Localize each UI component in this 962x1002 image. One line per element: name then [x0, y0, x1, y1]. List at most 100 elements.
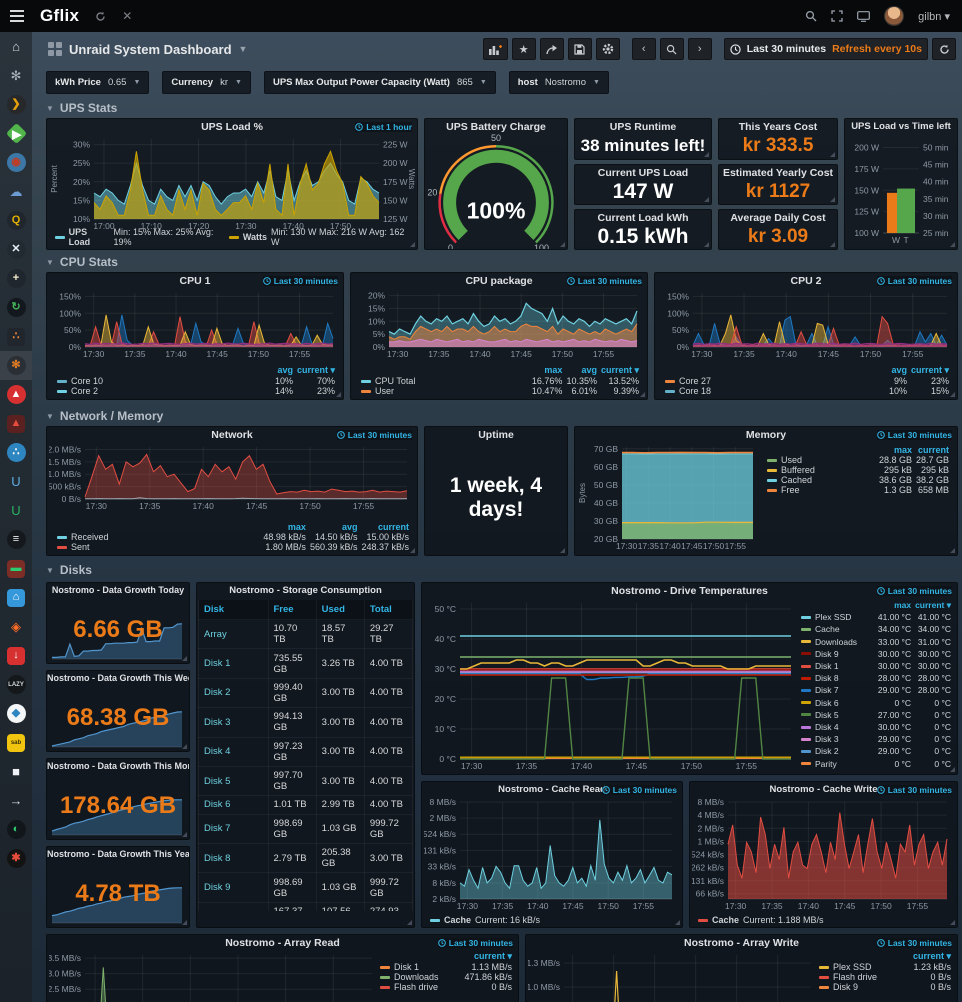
- legend-series[interactable]: Disk 2: [801, 745, 874, 757]
- sidebar-item-app-vm[interactable]: ▲: [0, 409, 32, 438]
- panel-title[interactable]: Nostromo - Cache Write: [769, 784, 878, 795]
- panel-title[interactable]: Nostromo - Cache Read: [498, 784, 606, 795]
- variable-kwh-price[interactable]: kWh Price 0.65 ▼: [46, 71, 150, 94]
- legend-series-name[interactable]: Parity: [815, 758, 837, 769]
- disk-name-cell[interactable]: Disk 9: [198, 872, 269, 903]
- legend-series-name[interactable]: Core 10: [71, 376, 104, 386]
- legend-series-name[interactable]: Sent: [71, 542, 90, 552]
- legend-series-name[interactable]: Disk 4: [815, 722, 839, 733]
- legend-series[interactable]: Used: [767, 455, 875, 465]
- table-column-header[interactable]: Free: [267, 600, 317, 620]
- legend-series-name[interactable]: Plex SSD: [815, 612, 852, 623]
- time-range-badge[interactable]: Last 30 minutes: [876, 430, 952, 440]
- legend-series[interactable]: Flash drive: [819, 972, 909, 982]
- sidebar-item-app-kodi[interactable]: ✕: [0, 235, 32, 264]
- panel-title[interactable]: Uptime: [478, 429, 514, 441]
- legend-series-name[interactable]: Buffered: [781, 465, 815, 475]
- legend-series-name[interactable]: Core 27: [679, 376, 712, 386]
- disk-name-cell[interactable]: Disk 6: [198, 795, 269, 815]
- legend-column-header[interactable]: avg: [891, 365, 907, 375]
- legend-series[interactable]: Disk 4: [801, 721, 874, 733]
- sidebar-item-app-home-assistant[interactable]: ⌂: [0, 583, 32, 612]
- sidebar-item-app-plus[interactable]: +: [0, 264, 32, 293]
- time-range-badge[interactable]: Last 30 minutes: [876, 938, 952, 948]
- legend-series-name[interactable]: User: [375, 386, 395, 396]
- panel-title[interactable]: Average Daily Cost: [730, 212, 826, 224]
- share-button[interactable]: [539, 38, 564, 60]
- settings-button[interactable]: [595, 38, 620, 60]
- cpu-package-chart[interactable]: 0% 5% 10% 15% 20% 17:30 17:35 17:40 17:45 17:50 17…: [353, 288, 643, 360]
- row-header-netmem[interactable]: ▼ Network / Memory: [46, 409, 164, 423]
- legend-series[interactable]: Plex SSD: [819, 962, 909, 972]
- refresh-icon[interactable]: [95, 11, 106, 22]
- sidebar-item-app-docker[interactable]: ▬: [0, 554, 32, 583]
- cpu2-chart[interactable]: 0% 50% 100% 150% 17:30 17:35 17:40 17:45 17:50 17…: [657, 288, 953, 360]
- time-range-badge[interactable]: Last 30 minutes: [262, 276, 338, 286]
- disk-name-cell[interactable]: Array: [198, 618, 269, 650]
- legend-column-header[interactable]: current: [917, 445, 949, 455]
- variable-currency[interactable]: Currency kr ▼: [162, 71, 251, 94]
- table-column-header[interactable]: Disk: [198, 600, 269, 620]
- legend-series-name[interactable]: Used: [781, 455, 803, 465]
- panel-title[interactable]: Current UPS Load: [597, 167, 689, 179]
- legend-column-header[interactable]: avg: [341, 522, 358, 532]
- sidebar-item-settings[interactable]: ✻: [0, 61, 32, 90]
- star-button[interactable]: ★: [511, 38, 536, 60]
- array-write-chart[interactable]: 1.0 MB/s1.3 MB/s17:3017:3517:4017:4517:5…: [528, 950, 817, 1002]
- sidebar-item-app-library[interactable]: ◉: [0, 148, 32, 177]
- legend-column-header[interactable]: current ▾: [910, 365, 949, 375]
- legend-series[interactable]: Parity: [801, 758, 874, 770]
- panel-title[interactable]: This Years Cost: [738, 121, 818, 133]
- panel-title[interactable]: Nostromo - Drive Temperatures: [611, 585, 768, 597]
- cache-read-chart[interactable]: 2 kB/s 8 kB/s 33 kB/s 131 kB/s 524 kB/s 2 MB/…: [424, 797, 678, 912]
- battery-gauge[interactable]: 0 20 50 100 100%: [425, 133, 567, 249]
- legend-series[interactable]: Core 27: [665, 376, 885, 386]
- sidebar-item-app-emby[interactable]: ▶: [0, 119, 32, 148]
- avatar[interactable]: [884, 6, 905, 26]
- cache-write-chart[interactable]: 66 kB/s 131 kB/s 262 kB/s 524 kB/s 1 MB/s 2 M…: [692, 797, 953, 912]
- sidebar-item-app-nodes[interactable]: ∴: [0, 322, 32, 351]
- legend-column-header[interactable]: current ▾: [473, 951, 512, 961]
- sidebar-item-app-plex[interactable]: ❯: [0, 90, 32, 119]
- legend-column-header[interactable]: max: [287, 522, 306, 532]
- time-range-badge[interactable]: Last 30 minutes: [876, 586, 952, 596]
- panel-title[interactable]: Network: [211, 429, 253, 441]
- legend-column-header[interactable]: max: [893, 445, 912, 455]
- legend-series[interactable]: Downloads: [801, 636, 874, 648]
- legend-series[interactable]: Downloads: [380, 972, 460, 982]
- legend-series-name[interactable]: Disk 3: [815, 734, 839, 745]
- sidebar-item-app-ring[interactable]: ✱: [0, 844, 32, 873]
- legend-series-name[interactable]: Cache: [712, 915, 740, 925]
- panel-title[interactable]: Nostromo - Data Growth This Month: [47, 761, 189, 771]
- refresh-dashboard-button[interactable]: [932, 38, 956, 60]
- sidebar-item-app-cloud[interactable]: ☁: [0, 177, 32, 206]
- time-range-badge[interactable]: Last 30 minutes: [601, 785, 677, 795]
- variable-host[interactable]: host Nostromo ▼: [508, 71, 609, 94]
- sidebar-item-app-search[interactable]: Q: [0, 206, 32, 235]
- sidebar-item-app-unraid-green[interactable]: U: [0, 496, 32, 525]
- sidebar-item-app-sabnzbd[interactable]: sab: [0, 728, 32, 757]
- legend-series[interactable]: Disk 1: [801, 660, 874, 672]
- zoom-out-button[interactable]: [659, 38, 684, 60]
- legend-column-header[interactable]: avg: [277, 365, 293, 375]
- panel-title[interactable]: UPS Load %: [201, 121, 263, 133]
- add-panel-button[interactable]: [482, 38, 508, 60]
- sidebar-item-app-unraid-settings[interactable]: ✻: [0, 351, 32, 380]
- variable-value[interactable]: Nostromo: [544, 77, 586, 88]
- panel-title[interactable]: Nostromo - Data Growth Today: [51, 585, 185, 595]
- legend-series[interactable]: CPU Total: [361, 376, 528, 386]
- time-picker[interactable]: Last 30 minutes Refresh every 10s: [723, 38, 928, 60]
- sidebar-item-app-github[interactable]: ◐: [0, 815, 32, 844]
- legend-series-name[interactable]: Disk 2: [815, 746, 839, 757]
- legend-series-name[interactable]: Disk 6: [815, 697, 839, 708]
- search-icon[interactable]: [805, 10, 817, 22]
- legend-series-name[interactable]: Disk 8: [815, 673, 839, 684]
- legend-series-name[interactable]: Cached: [781, 475, 813, 485]
- legend-series-name[interactable]: Flash drive: [833, 972, 878, 982]
- legend-series-name[interactable]: Free: [781, 485, 800, 495]
- panel-title[interactable]: UPS Battery Charge: [446, 121, 546, 133]
- sidebar-item-app-shield[interactable]: ▲: [0, 380, 32, 409]
- legend-series[interactable]: Disk 6: [801, 697, 874, 709]
- legend-series[interactable]: Disk 9: [801, 648, 874, 660]
- sidebar-item-app-books[interactable]: ■: [0, 757, 32, 786]
